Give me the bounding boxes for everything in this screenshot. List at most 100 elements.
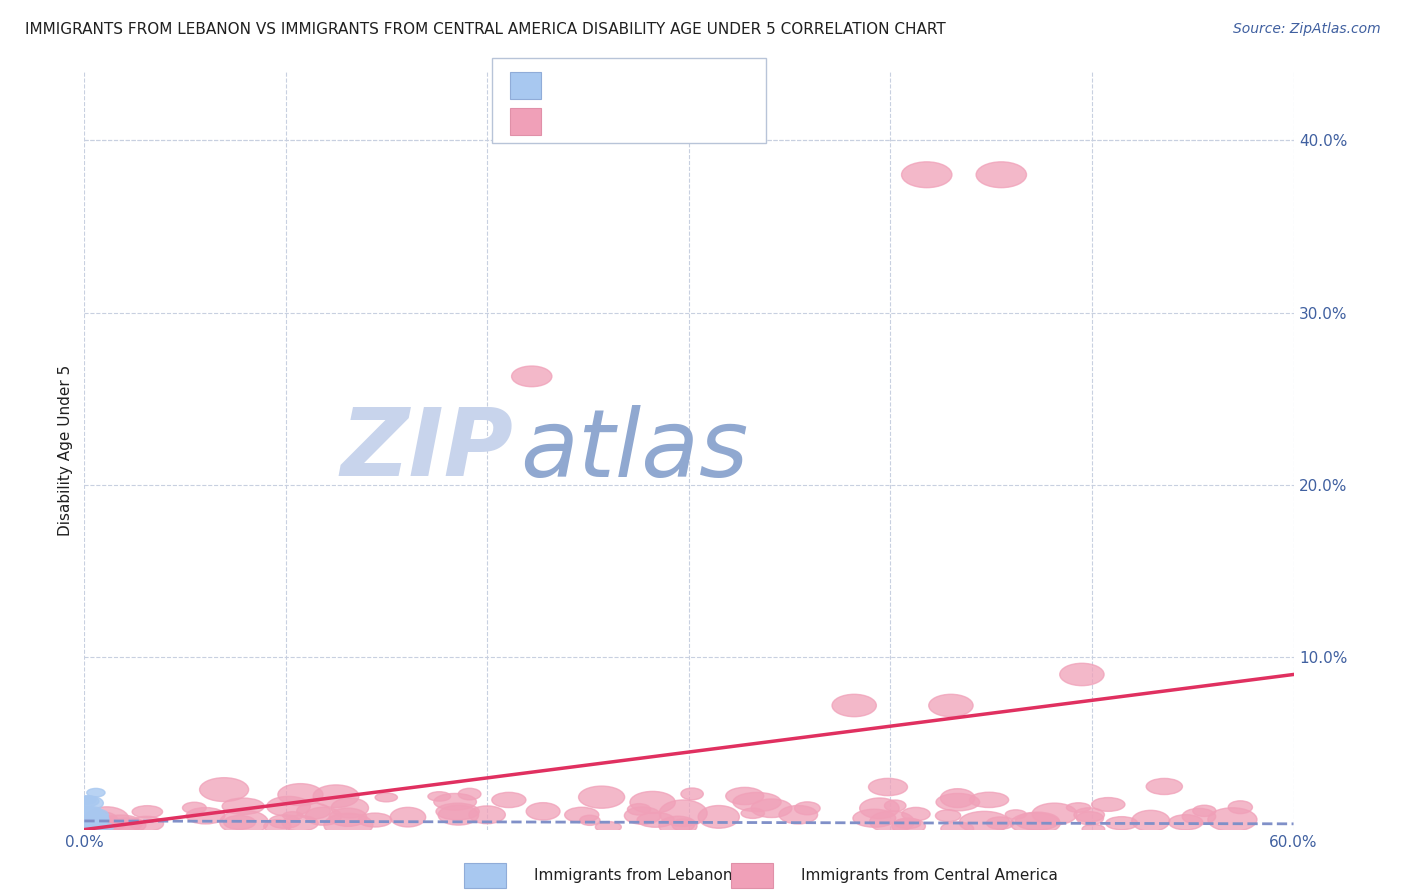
Text: Source: ZipAtlas.com: Source: ZipAtlas.com: [1233, 22, 1381, 37]
Ellipse shape: [439, 805, 478, 825]
Text: Immigrants from Lebanon: Immigrants from Lebanon: [534, 869, 733, 883]
Ellipse shape: [751, 799, 792, 818]
Ellipse shape: [976, 161, 1026, 187]
Ellipse shape: [84, 806, 129, 831]
Ellipse shape: [72, 821, 105, 834]
Ellipse shape: [699, 805, 740, 829]
Ellipse shape: [884, 800, 905, 812]
Text: R = -0.056   N = 21: R = -0.056 N = 21: [550, 76, 713, 95]
Ellipse shape: [186, 807, 225, 824]
Ellipse shape: [83, 809, 98, 816]
Ellipse shape: [269, 814, 301, 829]
Ellipse shape: [82, 806, 103, 818]
Ellipse shape: [681, 788, 703, 800]
Ellipse shape: [1146, 779, 1182, 795]
Ellipse shape: [79, 811, 108, 825]
Ellipse shape: [1229, 801, 1253, 814]
Ellipse shape: [741, 808, 765, 819]
Ellipse shape: [1182, 808, 1216, 824]
Ellipse shape: [84, 819, 101, 825]
Ellipse shape: [436, 803, 479, 820]
Ellipse shape: [526, 803, 560, 820]
Ellipse shape: [93, 822, 114, 832]
Ellipse shape: [941, 789, 974, 807]
Ellipse shape: [936, 793, 980, 811]
Ellipse shape: [1132, 810, 1170, 831]
Ellipse shape: [76, 819, 100, 830]
Ellipse shape: [323, 814, 373, 837]
Ellipse shape: [359, 814, 392, 827]
Ellipse shape: [1015, 812, 1059, 830]
Ellipse shape: [1011, 813, 1060, 834]
Ellipse shape: [329, 808, 367, 826]
Ellipse shape: [86, 812, 118, 827]
Ellipse shape: [935, 810, 960, 822]
Ellipse shape: [375, 793, 398, 802]
Y-axis label: Disability Age Under 5: Disability Age Under 5: [58, 365, 73, 536]
Ellipse shape: [901, 161, 952, 187]
Ellipse shape: [853, 809, 896, 827]
Ellipse shape: [733, 792, 782, 812]
Ellipse shape: [77, 813, 110, 826]
Ellipse shape: [630, 791, 675, 814]
Ellipse shape: [224, 815, 256, 830]
Ellipse shape: [901, 807, 931, 821]
Ellipse shape: [869, 779, 907, 796]
Ellipse shape: [434, 793, 477, 810]
Ellipse shape: [891, 818, 925, 834]
Ellipse shape: [492, 792, 526, 807]
Ellipse shape: [1192, 805, 1216, 816]
Ellipse shape: [832, 694, 876, 716]
Ellipse shape: [894, 818, 921, 829]
Ellipse shape: [458, 789, 481, 800]
Ellipse shape: [79, 797, 96, 805]
Text: IMMIGRANTS FROM LEBANON VS IMMIGRANTS FROM CENTRAL AMERICA DISABILITY AGE UNDER : IMMIGRANTS FROM LEBANON VS IMMIGRANTS FR…: [25, 22, 946, 37]
Ellipse shape: [659, 816, 697, 836]
Ellipse shape: [779, 805, 818, 824]
Ellipse shape: [132, 805, 163, 818]
Ellipse shape: [859, 798, 898, 819]
Ellipse shape: [595, 822, 621, 832]
Ellipse shape: [73, 814, 105, 830]
Ellipse shape: [627, 804, 651, 815]
Ellipse shape: [278, 784, 323, 805]
Ellipse shape: [297, 803, 330, 819]
Ellipse shape: [565, 807, 599, 822]
Ellipse shape: [870, 811, 914, 832]
Ellipse shape: [332, 798, 368, 818]
Ellipse shape: [314, 785, 359, 807]
Ellipse shape: [579, 815, 600, 825]
Ellipse shape: [82, 815, 120, 832]
Text: atlas: atlas: [520, 405, 748, 496]
Ellipse shape: [76, 812, 103, 823]
Ellipse shape: [1005, 810, 1026, 819]
Ellipse shape: [637, 813, 673, 827]
Ellipse shape: [100, 815, 142, 833]
Ellipse shape: [219, 810, 269, 834]
Text: ZIP: ZIP: [340, 404, 513, 497]
Ellipse shape: [987, 817, 1014, 830]
Ellipse shape: [1074, 808, 1105, 822]
Ellipse shape: [389, 807, 426, 827]
Ellipse shape: [131, 816, 163, 831]
Ellipse shape: [264, 820, 291, 833]
Ellipse shape: [468, 805, 505, 823]
Ellipse shape: [200, 778, 249, 802]
Text: R =  0.278   N = 93: R = 0.278 N = 93: [550, 112, 711, 130]
Ellipse shape: [83, 816, 108, 826]
Ellipse shape: [222, 798, 264, 814]
Ellipse shape: [1032, 803, 1077, 825]
Ellipse shape: [69, 821, 103, 835]
Ellipse shape: [427, 792, 451, 801]
Ellipse shape: [183, 802, 207, 814]
Ellipse shape: [283, 812, 302, 820]
Ellipse shape: [73, 796, 103, 811]
Ellipse shape: [579, 786, 624, 808]
Ellipse shape: [1208, 808, 1257, 831]
Ellipse shape: [83, 809, 108, 821]
Ellipse shape: [80, 810, 108, 825]
Ellipse shape: [512, 366, 553, 387]
Ellipse shape: [794, 802, 820, 814]
Ellipse shape: [1168, 814, 1202, 830]
Ellipse shape: [1066, 803, 1091, 813]
